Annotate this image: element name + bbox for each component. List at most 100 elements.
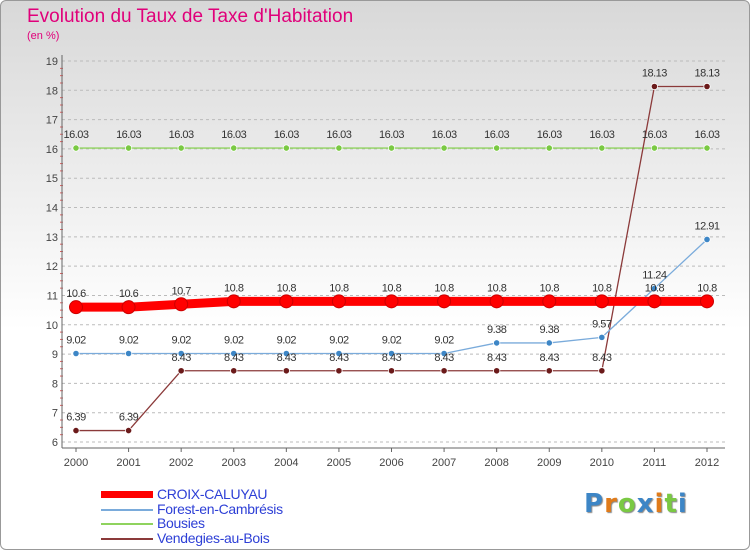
data-label: 10.8: [277, 282, 297, 294]
data-label: 9.02: [382, 334, 402, 346]
data-point: [594, 294, 609, 309]
data-point: [72, 349, 80, 358]
data-label: 16.03: [221, 129, 246, 141]
data-point: [387, 144, 396, 152]
data-label: 10.8: [645, 282, 665, 294]
data-point: [598, 367, 606, 375]
data-point: [650, 284, 659, 293]
data-label: 11.24: [642, 269, 667, 281]
data-label: 16.03: [116, 129, 141, 141]
legend-swatch: [101, 537, 153, 540]
data-label: 8.43: [329, 352, 349, 364]
data-point: [124, 144, 133, 152]
data-label: 9.38: [540, 324, 560, 336]
data-point: [437, 294, 452, 309]
data-point: [440, 144, 448, 152]
data-point: [700, 294, 714, 309]
x-tick-label: 2000: [64, 457, 88, 469]
y-tick-label: 13: [46, 232, 58, 244]
x-tick-label: 2004: [274, 457, 298, 469]
data-label: 9.02: [329, 334, 349, 346]
x-tick-label: 2007: [432, 457, 456, 469]
data-label: 9.02: [66, 334, 86, 346]
data-label: 10.8: [487, 282, 507, 294]
data-label: 9.02: [277, 334, 297, 346]
data-label: 16.03: [537, 129, 562, 141]
logo-letter: r: [604, 489, 618, 519]
data-point: [230, 349, 238, 358]
data-point: [335, 349, 343, 358]
data-point: [177, 349, 185, 358]
data-point: [384, 294, 399, 309]
data-label: 10.6: [66, 288, 86, 300]
data-label: 16.03: [642, 129, 667, 141]
y-tick-label: 19: [46, 56, 58, 68]
data-label: 16.03: [326, 129, 351, 141]
chart-title: Evolution du Taux de Taxe d'Habitation: [27, 6, 354, 27]
data-point: [542, 294, 557, 309]
data-point: [72, 426, 80, 435]
data-point: [493, 367, 501, 375]
data-label: 16.03: [484, 129, 509, 141]
x-tick-label: 2010: [590, 457, 614, 469]
data-label: 8.43: [171, 352, 191, 364]
x-tick-label: 2012: [695, 457, 719, 469]
legend-swatch: [101, 523, 153, 525]
y-tick-label: 18: [46, 85, 58, 97]
y-tick-label: 8: [52, 378, 58, 390]
data-point: [647, 294, 662, 309]
y-tick-label: 17: [46, 115, 58, 127]
logo-letter: i: [654, 489, 665, 519]
legend-label: Bousies: [157, 515, 205, 531]
data-point: [703, 144, 711, 152]
data-point: [545, 339, 553, 347]
data-label: 9.02: [171, 334, 191, 346]
x-tick-label: 2003: [222, 457, 246, 469]
data-point: [598, 333, 606, 341]
data-point: [489, 294, 504, 309]
x-tick-label: 2006: [379, 457, 403, 469]
y-tick-label: 11: [47, 290, 58, 302]
data-label: 16.03: [63, 129, 88, 141]
data-point: [72, 144, 80, 152]
data-label: 12.91: [694, 220, 719, 232]
data-point: [387, 367, 396, 375]
data-label: 10.6: [119, 288, 139, 300]
data-label: 16.03: [694, 129, 719, 141]
data-point: [282, 144, 290, 152]
data-point: [124, 426, 133, 435]
data-point: [230, 144, 238, 152]
data-label: 8.43: [592, 352, 612, 364]
data-point: [650, 82, 659, 91]
y-tick-label: 12: [46, 261, 58, 273]
legend-swatch: [101, 508, 153, 511]
data-point: [124, 349, 133, 358]
data-label: 6.39: [119, 412, 139, 424]
legend-label: CROIX-CALUYAU: [157, 486, 268, 502]
data-label: 18.13: [694, 67, 719, 79]
y-axis-unit: (en %): [27, 30, 60, 42]
data-point: [598, 144, 606, 152]
data-point: [335, 367, 343, 375]
x-tick-label: 2009: [537, 457, 561, 469]
proxiti-logo: Proxiti: [584, 489, 688, 519]
data-label: 16.03: [169, 129, 194, 141]
data-point: [69, 300, 83, 315]
data-label: 16.03: [274, 129, 299, 141]
data-label: 8.43: [277, 352, 297, 364]
y-tick-label: 9: [52, 349, 58, 361]
logo-letter: x: [636, 489, 655, 519]
logo-letter: P: [584, 489, 605, 519]
y-tick-label: 15: [46, 173, 58, 185]
data-label: 8.43: [540, 352, 560, 364]
data-point: [387, 349, 396, 358]
logo-letter: o: [617, 489, 637, 519]
data-point: [174, 297, 189, 312]
x-tick-label: 2001: [116, 457, 140, 469]
y-tick-label: 16: [46, 144, 58, 156]
data-point: [493, 144, 501, 152]
data-label: 8.43: [224, 352, 244, 364]
data-label: 16.03: [589, 129, 614, 141]
data-point: [282, 367, 290, 375]
